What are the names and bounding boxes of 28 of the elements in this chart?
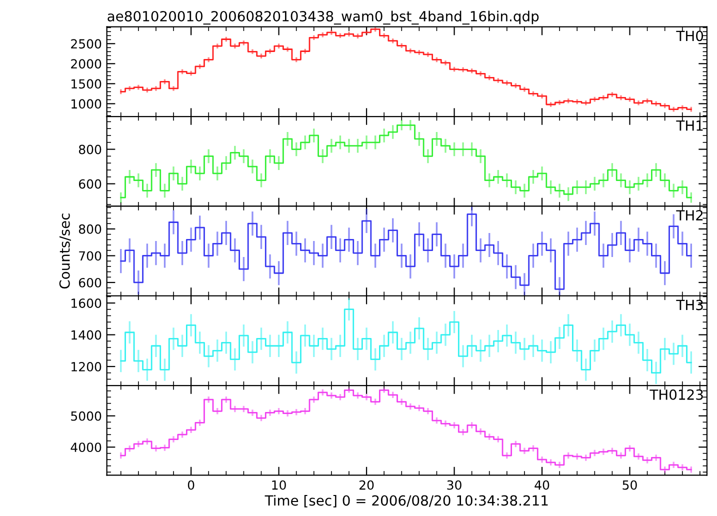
text: TH1 <box>676 120 703 131</box>
y-tick-label: 1000 <box>72 99 102 109</box>
text: TH0123 <box>650 389 703 400</box>
x-tick-label: 10 <box>272 480 286 490</box>
x-tick-label: 50 <box>622 480 637 490</box>
series-label: TH2 <box>676 210 703 220</box>
x-tick-label: 30 <box>447 480 462 490</box>
y-tick-label: 2000 <box>71 59 102 69</box>
x-tick-label: 40 <box>534 480 550 490</box>
y-tick-label: 5000 <box>71 411 102 421</box>
chart-title: ae801020010_20060820103438_wam0_bst_4band_16bin.qdp <box>108 10 539 25</box>
y-tick-label: 800 <box>78 144 102 154</box>
y-axis-title: Counts/sec <box>59 214 71 289</box>
y-tick-label: 1500 <box>72 79 102 89</box>
y-tick-label: 1400 <box>72 330 102 340</box>
y-tick-label: 1600 <box>72 298 102 308</box>
y-tick-label: 700 <box>79 251 102 261</box>
y-tick-label: 800 <box>78 224 102 234</box>
text: TH0 <box>676 30 704 42</box>
x-axis-title: Time [sec] 0 = 2006/08/20 10:34:38.211 <box>264 494 548 508</box>
y-tick-label: 600 <box>78 179 102 189</box>
x-tick-label: 20 <box>360 480 374 490</box>
text: TH3 <box>676 300 703 310</box>
y-tick-label: 4000 <box>70 442 102 452</box>
y-tick-label: 2500 <box>71 39 102 49</box>
x-tick-label: 0 <box>188 480 194 490</box>
y-tick-label: 600 <box>78 278 102 288</box>
y-tick-label: 1200 <box>72 362 102 372</box>
